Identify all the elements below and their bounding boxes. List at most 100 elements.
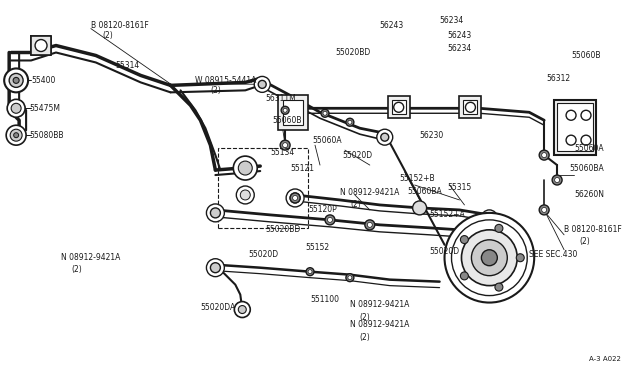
Bar xyxy=(278,95,308,130)
Bar xyxy=(460,96,481,118)
Circle shape xyxy=(281,141,289,149)
Text: 55152+A: 55152+A xyxy=(429,211,465,219)
Circle shape xyxy=(207,204,225,222)
Circle shape xyxy=(283,108,287,112)
Text: 56243: 56243 xyxy=(447,31,472,40)
Circle shape xyxy=(460,272,468,280)
Circle shape xyxy=(465,102,476,112)
Circle shape xyxy=(13,133,19,138)
Text: SEE SEC.430: SEE SEC.430 xyxy=(529,250,577,259)
Circle shape xyxy=(290,193,300,203)
Circle shape xyxy=(541,208,547,212)
Circle shape xyxy=(286,189,304,207)
Circle shape xyxy=(472,240,508,276)
Text: 55020D: 55020D xyxy=(342,151,372,160)
Circle shape xyxy=(211,208,220,218)
Text: 56311M: 56311M xyxy=(265,94,296,103)
Circle shape xyxy=(539,150,549,160)
Circle shape xyxy=(240,190,250,200)
Text: 55020D: 55020D xyxy=(248,250,278,259)
Text: 55152: 55152 xyxy=(305,243,329,252)
Bar xyxy=(392,100,406,114)
Bar xyxy=(388,96,410,118)
Circle shape xyxy=(6,125,26,145)
Text: 55060B: 55060B xyxy=(272,116,301,125)
Text: 55060A: 55060A xyxy=(312,136,342,145)
Circle shape xyxy=(238,305,246,314)
Text: 55134: 55134 xyxy=(270,148,294,157)
Text: 55020BD: 55020BD xyxy=(335,48,370,57)
Circle shape xyxy=(281,106,289,114)
Circle shape xyxy=(495,283,503,291)
Text: 56234: 56234 xyxy=(440,16,464,25)
Circle shape xyxy=(308,270,312,274)
Circle shape xyxy=(234,302,250,318)
Circle shape xyxy=(495,224,503,232)
Circle shape xyxy=(238,161,252,175)
Text: (2): (2) xyxy=(71,265,82,274)
Text: 55314: 55314 xyxy=(116,61,140,70)
Circle shape xyxy=(258,80,266,89)
Text: 56260N: 56260N xyxy=(574,190,604,199)
Circle shape xyxy=(254,76,270,92)
Circle shape xyxy=(292,195,298,201)
Text: 55315: 55315 xyxy=(447,183,472,192)
Circle shape xyxy=(348,120,352,124)
Text: N 08912-9421A: N 08912-9421A xyxy=(340,189,399,198)
Circle shape xyxy=(207,259,225,277)
Circle shape xyxy=(321,109,329,117)
Circle shape xyxy=(539,205,549,215)
Circle shape xyxy=(323,111,327,115)
Circle shape xyxy=(555,177,559,183)
Circle shape xyxy=(234,156,257,180)
Text: (2): (2) xyxy=(103,31,113,40)
Circle shape xyxy=(9,73,23,87)
Circle shape xyxy=(481,210,497,226)
Text: 55475M: 55475M xyxy=(29,104,60,113)
Circle shape xyxy=(325,215,335,225)
Circle shape xyxy=(348,276,352,280)
Circle shape xyxy=(394,102,404,112)
Circle shape xyxy=(541,153,547,158)
Text: 56234: 56234 xyxy=(447,44,472,53)
Circle shape xyxy=(11,103,21,113)
Text: 55060A: 55060A xyxy=(574,144,604,153)
Circle shape xyxy=(381,133,388,141)
Text: 55020DA: 55020DA xyxy=(200,303,236,312)
Circle shape xyxy=(485,214,493,222)
Text: 55400: 55400 xyxy=(31,76,56,85)
Text: 55060BA: 55060BA xyxy=(408,187,442,196)
Text: 55120P: 55120P xyxy=(308,205,337,214)
Text: N 08912-9421A: N 08912-9421A xyxy=(350,300,409,309)
Circle shape xyxy=(13,77,19,83)
Circle shape xyxy=(211,263,220,273)
Circle shape xyxy=(460,235,468,244)
Circle shape xyxy=(552,175,562,185)
Circle shape xyxy=(4,68,28,92)
Text: N 08912-9421A: N 08912-9421A xyxy=(350,320,409,329)
Circle shape xyxy=(328,217,332,222)
Text: (2): (2) xyxy=(360,313,371,322)
Text: (2): (2) xyxy=(579,237,590,246)
Bar xyxy=(31,36,51,55)
Text: 55121: 55121 xyxy=(290,164,314,173)
Circle shape xyxy=(35,39,47,51)
Circle shape xyxy=(516,254,524,262)
Text: 55020D: 55020D xyxy=(429,247,460,256)
Circle shape xyxy=(581,110,591,120)
Circle shape xyxy=(306,268,314,276)
Circle shape xyxy=(413,201,427,215)
Circle shape xyxy=(346,274,354,282)
Circle shape xyxy=(346,118,354,126)
Circle shape xyxy=(485,231,493,239)
Circle shape xyxy=(365,220,375,230)
Circle shape xyxy=(377,129,393,145)
Text: 55060BA: 55060BA xyxy=(569,164,604,173)
Text: 551100: 551100 xyxy=(310,295,339,304)
Text: A-3 A022: A-3 A022 xyxy=(589,356,621,362)
Circle shape xyxy=(280,140,290,150)
Circle shape xyxy=(367,222,372,227)
Text: (2): (2) xyxy=(350,201,360,209)
Text: 55020BD: 55020BD xyxy=(265,225,300,234)
Circle shape xyxy=(566,110,576,120)
